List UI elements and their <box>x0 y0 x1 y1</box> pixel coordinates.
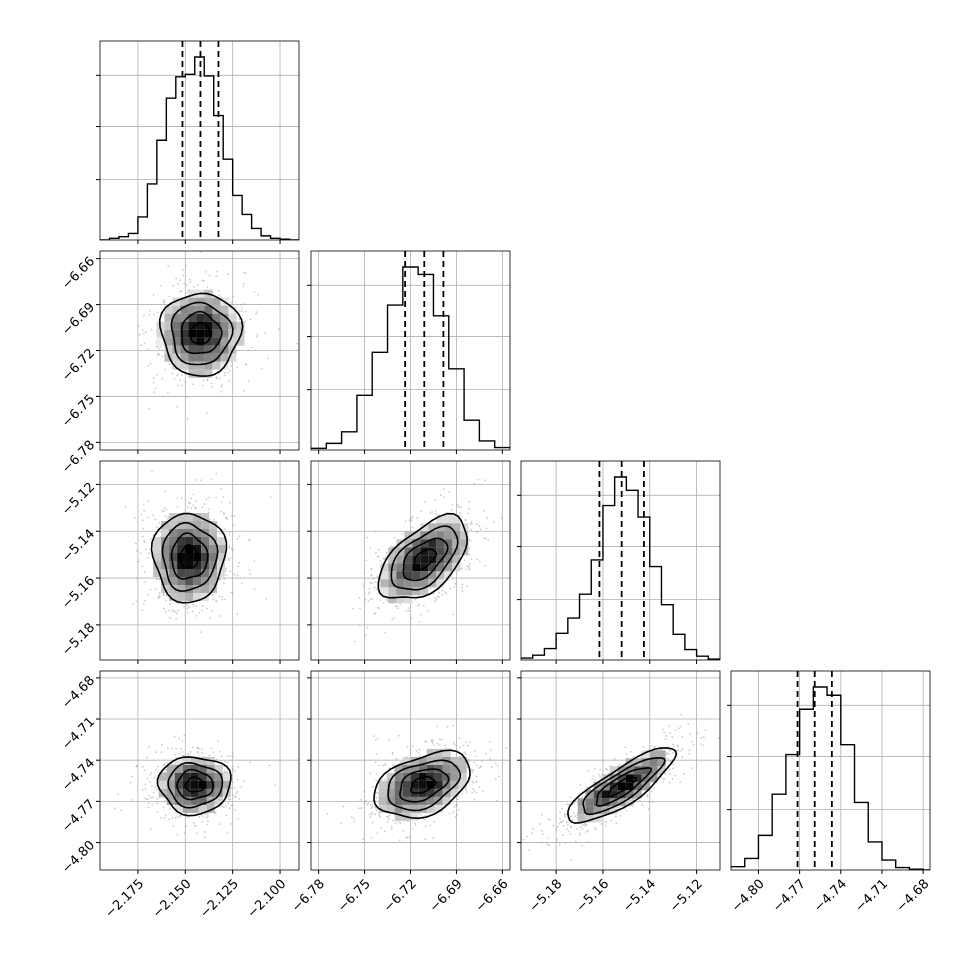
contour-line <box>189 321 212 345</box>
contour-line <box>179 543 199 569</box>
x-tick-label: −2.100 <box>245 877 290 922</box>
y-tick-label: −5.14 <box>59 527 98 566</box>
y-tick-label: −6.75 <box>59 392 98 431</box>
y-tick-label: −6.78 <box>59 438 98 477</box>
panel-0-0 <box>96 40 300 244</box>
x-tick-label: −6.72 <box>381 877 420 916</box>
panel-2-2 <box>517 460 721 664</box>
y-tick-label: −5.16 <box>59 573 98 612</box>
panel-frame <box>520 670 721 871</box>
panel-frame <box>99 460 300 661</box>
contour-line <box>412 548 438 571</box>
x-tick-label: −4.71 <box>852 877 891 916</box>
y-tick-label: −6.69 <box>59 300 98 339</box>
x-tick-label: −6.78 <box>289 877 328 916</box>
contour-line <box>156 756 232 817</box>
panel-frame <box>310 250 511 451</box>
contour-line <box>170 532 209 580</box>
contour-line <box>582 757 666 816</box>
x-tick-label: −4.68 <box>894 877 933 916</box>
density-blocks <box>158 756 231 813</box>
contour-line <box>167 761 224 809</box>
contour-line <box>567 747 678 824</box>
panel-frame <box>310 460 511 661</box>
contour-line <box>176 768 214 801</box>
contour-line <box>390 525 459 591</box>
y-tick-label: −5.12 <box>59 480 98 519</box>
contour-line <box>150 512 228 604</box>
panel-frame <box>99 670 300 871</box>
panel-frame <box>730 670 931 871</box>
panel-1-1 <box>307 250 511 454</box>
x-tick-label: −6.75 <box>335 877 374 916</box>
panel-3-3 <box>727 670 931 874</box>
x-tick-label: −4.74 <box>811 877 850 916</box>
x-tick-label: −2.150 <box>150 877 195 922</box>
histogram-step <box>311 266 510 450</box>
density-blocks <box>380 515 469 604</box>
panel-1-0 <box>96 250 300 454</box>
x-tick-label: −4.80 <box>729 877 768 916</box>
histogram-step <box>731 686 930 870</box>
panel-frame <box>520 460 721 661</box>
contour-line <box>184 776 205 793</box>
x-tick-label: −2.125 <box>197 877 242 922</box>
y-tick-label: −4.74 <box>59 756 98 795</box>
panel-2-1 <box>307 460 511 664</box>
y-tick-label: −6.66 <box>59 254 98 293</box>
y-tick-label: −5.18 <box>59 620 98 659</box>
contour-line <box>377 512 468 599</box>
panel-3-0 <box>96 670 300 874</box>
panel-2-0 <box>96 460 300 664</box>
x-tick-label: −6.66 <box>473 877 512 916</box>
y-tick-label: −4.71 <box>59 714 98 753</box>
panel-frame <box>99 250 300 451</box>
contour-line <box>373 749 471 820</box>
x-tick-label: −5.18 <box>527 877 566 916</box>
y-tick-label: −4.80 <box>59 838 98 877</box>
x-tick-label: −5.16 <box>573 877 612 916</box>
x-tick-label: −5.14 <box>620 877 659 916</box>
panel-3-2 <box>517 670 721 874</box>
x-tick-label: −5.12 <box>667 877 706 916</box>
y-tick-label: −6.72 <box>59 346 98 385</box>
x-tick-label: −4.77 <box>770 877 809 916</box>
contour-line <box>387 759 461 812</box>
x-tick-label: −6.69 <box>427 877 466 916</box>
panel-frame <box>310 670 511 871</box>
x-tick-label: −2.175 <box>103 877 148 922</box>
panel-frame <box>99 40 300 241</box>
contour-line <box>180 310 223 355</box>
contour-line <box>595 767 653 807</box>
contour-line <box>409 775 437 794</box>
contour-line <box>402 537 449 582</box>
y-tick-label: −4.68 <box>59 673 98 712</box>
y-tick-label: −4.77 <box>59 797 98 836</box>
contour-line <box>399 768 450 803</box>
panel-3-1 <box>307 670 511 874</box>
contour-line <box>607 776 638 798</box>
contour-line <box>161 521 219 592</box>
histogram-step <box>100 56 299 240</box>
contour-line <box>170 301 234 366</box>
contour-line <box>158 292 244 377</box>
histogram-step <box>521 476 720 660</box>
